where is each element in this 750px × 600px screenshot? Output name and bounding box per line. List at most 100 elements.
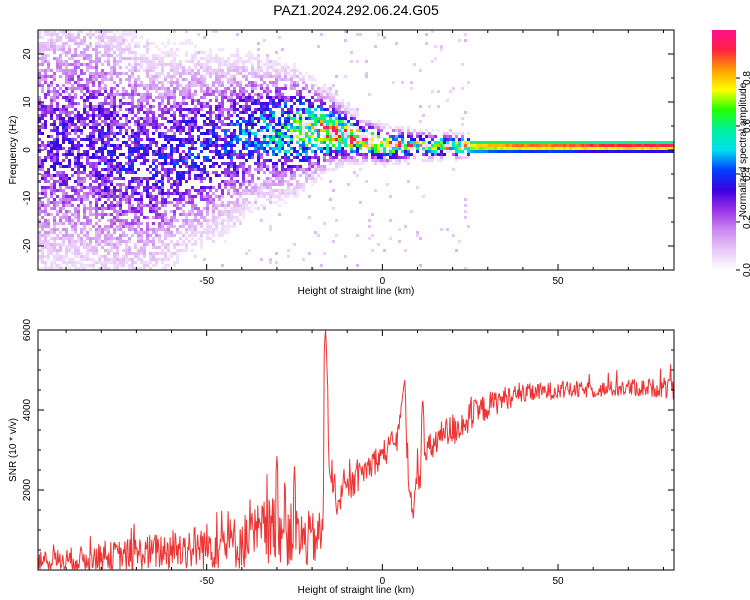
spectrogram-cell	[185, 96, 188, 99]
spectrogram-cell	[98, 186, 101, 189]
spectrogram-cell	[344, 117, 347, 120]
spectrogram-cell	[359, 138, 362, 141]
spectrogram-cell	[77, 210, 80, 213]
spectrogram-cell	[320, 114, 323, 117]
spectrogram-cell	[230, 153, 233, 156]
spectrogram-cell	[395, 126, 398, 129]
spectrogram-cell	[146, 90, 149, 93]
spectrogram-cell	[140, 156, 143, 159]
spectrogram-cell	[56, 252, 59, 255]
spectrogram-cell	[47, 156, 50, 159]
spectrogram-cell	[125, 186, 128, 189]
spectrogram-cell	[83, 138, 86, 141]
spectrogram-cell	[149, 240, 152, 243]
spectrogram-cell	[296, 108, 299, 111]
spectrogram-cell	[176, 252, 179, 255]
spectrogram-cell	[269, 114, 272, 117]
spectrogram-cell	[281, 171, 284, 174]
spectrogram-cell	[131, 57, 134, 60]
spectrogram-cell	[230, 195, 233, 198]
spectrogram-cell	[560, 144, 563, 147]
spectrogram-cell	[245, 198, 248, 201]
spectrogram-cell	[194, 213, 197, 216]
spectrogram-cell	[125, 129, 128, 132]
spectrogram-cell	[329, 99, 332, 102]
spectrogram-cell	[257, 171, 260, 174]
spectrogram-cell	[65, 138, 68, 141]
spectrogram-cell	[299, 120, 302, 123]
spectrogram-cell	[50, 249, 53, 252]
spectrogram-cell	[173, 120, 176, 123]
spectrogram-cell	[386, 132, 389, 135]
spectrogram-cell	[500, 141, 503, 144]
spectrogram-cell	[191, 201, 194, 204]
spectrogram-cell	[185, 87, 188, 90]
spectrogram-cell	[302, 135, 305, 138]
spectrogram-cell	[446, 141, 449, 144]
spectrogram-cell	[41, 174, 44, 177]
spectrogram-cell	[56, 144, 59, 147]
spectrogram-cell	[197, 69, 200, 72]
spectrogram-cell	[158, 72, 161, 75]
spectrogram-cell	[302, 78, 305, 81]
spectrogram-cell	[47, 168, 50, 171]
spectrogram-cell	[296, 165, 299, 168]
spectrogram-cell	[332, 96, 335, 99]
spectrogram-cell	[113, 165, 116, 168]
spectrogram-cell	[548, 150, 551, 153]
spectrogram-cell	[245, 147, 248, 150]
spectrogram-cell	[260, 192, 263, 195]
spectrogram-cell	[332, 126, 335, 129]
spectrogram-cell	[53, 264, 56, 267]
spectrogram-cell	[233, 174, 236, 177]
spectrogram-cell	[128, 42, 131, 45]
spectrogram-cell	[119, 264, 122, 267]
spectrogram-cell	[56, 39, 59, 42]
spectrogram-cell	[71, 237, 74, 240]
spectrogram-cell	[284, 123, 287, 126]
spectrogram-cell	[176, 180, 179, 183]
spectrogram-cell	[284, 84, 287, 87]
spectrogram-cell	[107, 240, 110, 243]
spectrogram-cell	[95, 93, 98, 96]
spectrogram-cell	[128, 240, 131, 243]
spectrogram-cell	[200, 246, 203, 249]
spectrogram-cell	[98, 192, 101, 195]
spectrogram-cell	[371, 234, 374, 237]
spectrogram-cell	[332, 129, 335, 132]
spectrogram-cell	[47, 105, 50, 108]
spectrogram-cell	[302, 141, 305, 144]
spectrogram-cell	[71, 138, 74, 141]
spectrogram-cell	[215, 72, 218, 75]
spectrogram-cell	[350, 108, 353, 111]
spectrogram-cell	[239, 96, 242, 99]
spectrogram-cell	[224, 168, 227, 171]
spectrogram-cell	[296, 105, 299, 108]
spectrogram-cell	[86, 105, 89, 108]
spectrogram-cell	[68, 210, 71, 213]
spectrogram-cell	[194, 120, 197, 123]
spectrogram-cell	[53, 93, 56, 96]
spectrogram-cell	[50, 129, 53, 132]
spectrogram-cell	[83, 204, 86, 207]
spectrogram-cell	[350, 159, 353, 162]
spectrogram-cell	[68, 69, 71, 72]
spectrogram-cell	[275, 78, 278, 81]
spectrogram-cell	[44, 75, 47, 78]
spectrogram-cell	[137, 249, 140, 252]
spectrogram-cell	[77, 174, 80, 177]
spectrogram-cell	[365, 138, 368, 141]
spectrogram-cell	[83, 42, 86, 45]
spectrogram-cell	[62, 222, 65, 225]
spectrogram-cell	[272, 201, 275, 204]
spectrogram-cell	[71, 141, 74, 144]
spectrogram-cell	[449, 135, 452, 138]
spectrogram-cell	[383, 249, 386, 252]
spectrogram-cell	[188, 177, 191, 180]
spectrogram-cell	[92, 129, 95, 132]
spectrogram-cell	[173, 225, 176, 228]
spectrogram-cell	[200, 63, 203, 66]
spectrogram-cell	[86, 186, 89, 189]
spectrogram-cell	[197, 60, 200, 63]
spectrogram-cell	[161, 186, 164, 189]
